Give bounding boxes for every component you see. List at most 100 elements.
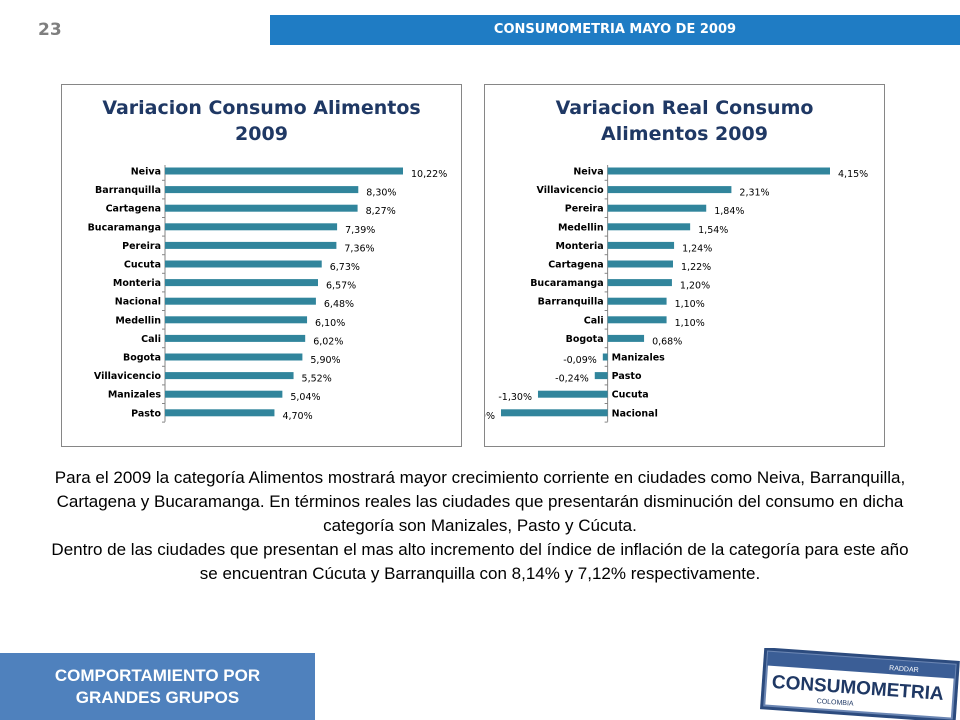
chart-title-line-2: 2009 [235,123,288,145]
category-label: Pereira [565,204,604,215]
chart-variacion-real: Variacion Real Consumo Alimentos 2009 Ne… [484,84,885,447]
chart-title: Variacion Real Consumo Alimentos 2009 [485,95,884,147]
bar [165,409,275,417]
category-label: Bogota [123,353,161,364]
bar [607,186,732,194]
category-label: Villavicencio [94,371,162,382]
data-label: 1,22% [681,262,711,273]
category-label: Bogota [566,334,604,345]
footer-line-2: GRANDES GRUPOS [75,687,240,707]
category-label: Pereira [122,241,161,252]
page-number: 23 [38,20,62,40]
category-label: Manizales [108,390,162,401]
bar [165,279,318,287]
bar [165,260,322,268]
bar [607,279,672,287]
chart-title-line-1: Variacion Real Consumo [555,97,814,119]
svg-text:COLOMBIA: COLOMBIA [816,698,854,708]
category-label: Bucaramanga [88,222,161,233]
data-label: 6,02% [313,336,343,347]
paragraph-2: Dentro de las ciudades que presentan el … [51,540,909,583]
bar [607,241,675,249]
data-label: 4,15% [838,169,868,180]
chart-title-line-1: Variacion Consumo Alimentos [102,97,421,119]
bar [165,241,337,249]
bar [165,390,283,398]
category-label: Cucuta [124,260,161,271]
bar [165,334,306,342]
header-title: CONSUMOMETRIA MAYO DE 2009 [493,22,737,37]
bar [165,297,316,305]
category-label: Medellin [115,315,161,326]
category-label: Pasto [131,408,161,419]
category-label: Medellin [558,222,604,233]
category-label: Neiva [573,167,603,178]
data-label: -1,30% [498,392,532,403]
data-label: 6,57% [326,281,356,292]
footer-line-1: COMPORTAMIENTO POR [54,665,261,685]
bar [165,372,294,380]
data-label: 1,10% [675,299,705,310]
consumometria-logo: RADDAR CONSUMOMETRIA COLOMBIA [758,648,960,720]
bar [607,167,830,175]
data-label: 7,39% [345,225,375,236]
category-label: Cartagena [106,204,161,215]
category-label: Cartagena [548,260,603,271]
bar [165,316,308,324]
bar [537,390,608,398]
chart-title-line-2: Alimentos 2009 [601,123,768,145]
data-label: 1,20% [680,281,710,292]
bar [165,223,338,231]
bar [165,353,303,361]
category-label: Cucuta [612,390,649,401]
data-label: 1,10% [675,318,705,329]
paragraph-1: Para el 2009 la categoría Alimentos most… [54,468,906,535]
category-label: Bucaramanga [530,278,603,289]
chart-variacion-consumo: Variacion Consumo Alimentos 2009 Neiva 10… [61,84,462,447]
bar [607,223,691,231]
data-label: 5,90% [310,355,340,366]
bar [607,297,667,305]
category-label: Villavicencio [537,185,605,196]
header-bar: CONSUMOMETRIA MAYO DE 2009 [270,15,960,45]
category-label: Pasto [612,371,642,382]
category-label: Monteria [113,278,161,289]
bar [165,167,403,175]
data-label: 8,30% [366,188,396,199]
category-label: Nacional [115,297,161,308]
bar [501,409,608,417]
category-label: Neiva [131,167,161,178]
data-label: 7,36% [344,243,374,254]
category-label: Manizales [612,353,666,364]
body-text: Para el 2009 la categoría Alimentos most… [50,466,910,586]
data-label: 2,31% [739,188,769,199]
data-label: 0,68% [652,336,682,347]
data-label: -0,09% [563,355,597,366]
bar-chart-plot: Neiva 10,22% Barranquilla 8,30% Cartagena 8,2… [88,165,447,423]
data-label: 6,48% [324,299,354,310]
chart-title: Variacion Consumo Alimentos 2009 [62,95,461,147]
bar [607,334,645,342]
category-label: Nacional [612,408,658,419]
bar [607,204,707,212]
data-label: 1,24% [682,243,712,254]
data-label: -1,99% [485,411,495,422]
bar [594,372,608,380]
data-label: -0,24% [555,374,589,385]
data-label: 1,54% [698,225,728,236]
data-label: 1,84% [714,206,744,217]
bar [607,260,674,268]
category-label: Barranquilla [538,297,604,308]
bar [165,204,358,212]
section-footer: COMPORTAMIENTO POR GRANDES GRUPOS [0,653,315,720]
category-label: Barranquilla [95,185,161,196]
data-label: 6,73% [330,262,360,273]
category-label: Cali [584,315,604,326]
bar [165,186,359,194]
category-label: Monteria [556,241,604,252]
data-label: 4,70% [282,411,312,422]
data-label: 6,10% [315,318,345,329]
category-label: Cali [141,334,161,345]
data-label: 5,52% [302,374,332,385]
data-label: 5,04% [290,392,320,403]
